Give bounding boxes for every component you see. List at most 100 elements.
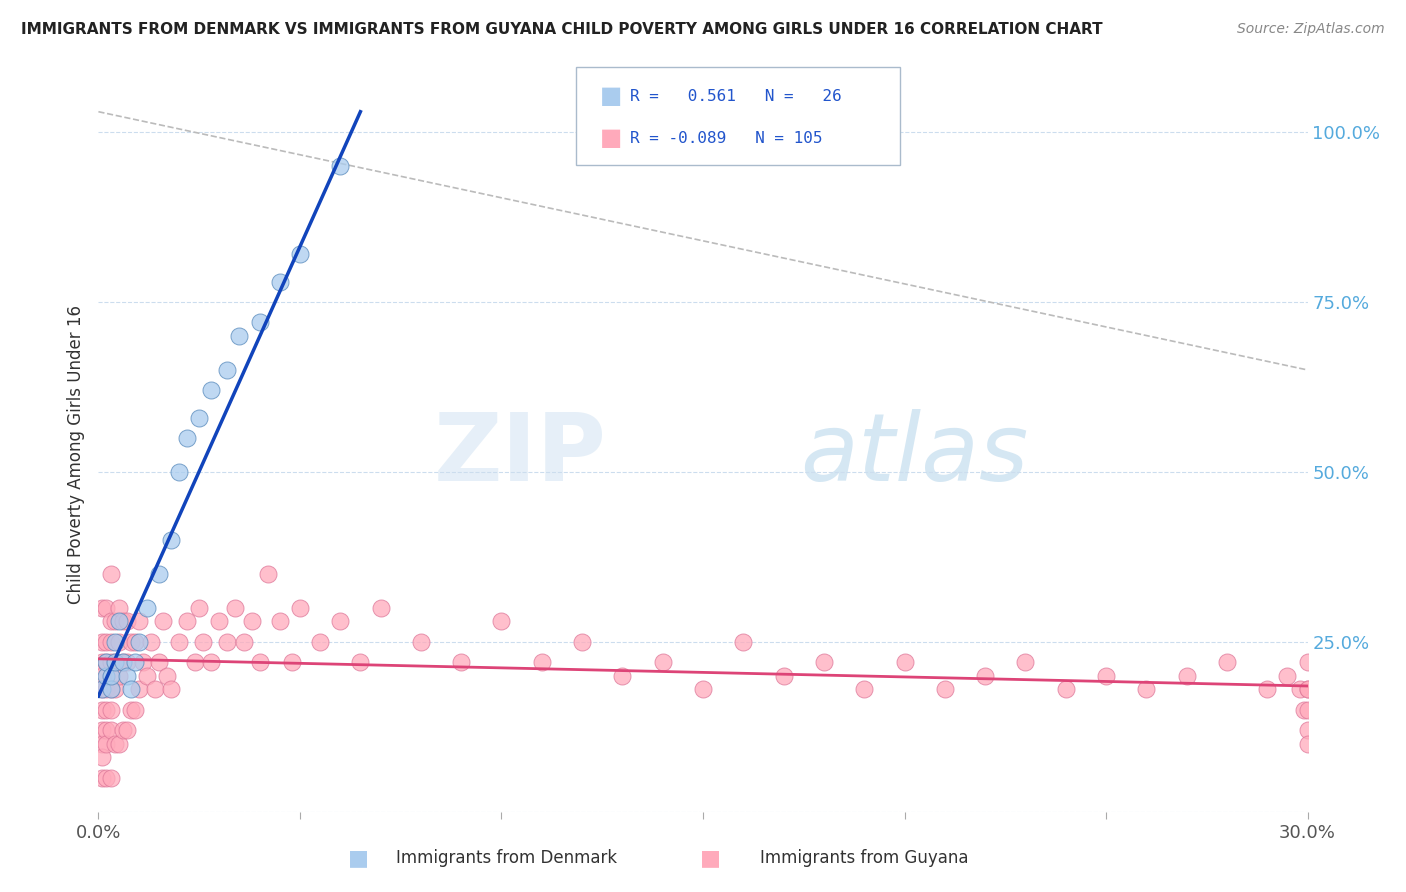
Point xyxy=(100,566,122,581)
Point xyxy=(733,635,755,649)
Point xyxy=(217,635,239,649)
Point xyxy=(893,655,915,669)
Point xyxy=(281,655,304,669)
Point xyxy=(128,615,150,629)
Point xyxy=(1296,682,1319,697)
Point xyxy=(124,703,146,717)
Point xyxy=(1256,682,1278,697)
Point xyxy=(269,615,291,629)
Point xyxy=(91,655,114,669)
Point xyxy=(111,615,134,629)
Point xyxy=(111,723,134,738)
Point xyxy=(91,635,114,649)
Point xyxy=(208,615,231,629)
Point xyxy=(200,384,222,398)
Point xyxy=(91,682,114,697)
Point xyxy=(96,600,118,615)
Point xyxy=(107,669,129,683)
Point xyxy=(100,723,122,738)
Point xyxy=(148,566,170,581)
Point xyxy=(115,723,138,738)
Point xyxy=(240,615,263,629)
Point xyxy=(128,682,150,697)
Point xyxy=(100,682,122,697)
Point xyxy=(228,329,250,343)
Point xyxy=(612,669,634,683)
Point xyxy=(224,600,246,615)
Point xyxy=(184,655,207,669)
Point xyxy=(329,159,352,173)
Point xyxy=(176,431,198,445)
Point xyxy=(853,682,876,697)
Point xyxy=(103,615,125,629)
Point xyxy=(100,655,122,669)
Point xyxy=(1095,669,1118,683)
Point xyxy=(1292,703,1315,717)
Point xyxy=(1014,655,1036,669)
Point xyxy=(91,600,114,615)
Point xyxy=(96,771,118,785)
Point xyxy=(571,635,593,649)
Point xyxy=(232,635,254,649)
Point xyxy=(1277,669,1299,683)
Text: ■: ■ xyxy=(600,127,623,150)
Point xyxy=(91,771,114,785)
Point xyxy=(91,682,114,697)
Point xyxy=(249,655,271,669)
Point xyxy=(772,669,794,683)
Point xyxy=(96,737,118,751)
Point xyxy=(288,247,311,261)
Point xyxy=(120,682,142,697)
Point xyxy=(100,669,122,683)
Point xyxy=(96,703,118,717)
Point xyxy=(100,703,122,717)
Point xyxy=(1296,682,1319,697)
Point xyxy=(107,737,129,751)
Point xyxy=(103,682,125,697)
Text: Immigrants from Denmark: Immigrants from Denmark xyxy=(395,849,617,867)
Point xyxy=(692,682,714,697)
Point xyxy=(111,655,134,669)
Text: IMMIGRANTS FROM DENMARK VS IMMIGRANTS FROM GUYANA CHILD POVERTY AMONG GIRLS UNDE: IMMIGRANTS FROM DENMARK VS IMMIGRANTS FR… xyxy=(21,22,1102,37)
Point xyxy=(152,615,174,629)
Point xyxy=(111,655,134,669)
Point xyxy=(100,771,122,785)
Text: ■: ■ xyxy=(700,848,720,868)
Point xyxy=(249,315,271,329)
Point xyxy=(1296,703,1319,717)
Point xyxy=(200,655,222,669)
Point xyxy=(1296,655,1319,669)
Point xyxy=(974,669,997,683)
Text: Immigrants from Guyana: Immigrants from Guyana xyxy=(761,849,969,867)
Point xyxy=(103,655,125,669)
Point xyxy=(1135,682,1157,697)
Point xyxy=(91,737,114,751)
Point xyxy=(103,635,125,649)
Point xyxy=(217,363,239,377)
Point xyxy=(100,635,122,649)
Point xyxy=(139,635,162,649)
Point xyxy=(934,682,956,697)
Text: ■: ■ xyxy=(600,85,623,108)
Point xyxy=(188,410,211,425)
Point xyxy=(128,635,150,649)
Text: ■: ■ xyxy=(349,848,368,868)
Point xyxy=(96,669,118,683)
Point xyxy=(115,655,138,669)
Point xyxy=(103,737,125,751)
Text: R = -0.089   N = 105: R = -0.089 N = 105 xyxy=(630,131,823,145)
Point xyxy=(288,600,311,615)
Point xyxy=(176,615,198,629)
Point xyxy=(491,615,513,629)
Point xyxy=(96,723,118,738)
Point xyxy=(160,533,183,547)
Point xyxy=(148,655,170,669)
Point xyxy=(96,655,118,669)
Point xyxy=(120,703,142,717)
Point xyxy=(1296,723,1319,738)
Point xyxy=(188,600,211,615)
Point xyxy=(91,703,114,717)
Point xyxy=(1216,655,1239,669)
Point xyxy=(309,635,332,649)
Point xyxy=(115,669,138,683)
